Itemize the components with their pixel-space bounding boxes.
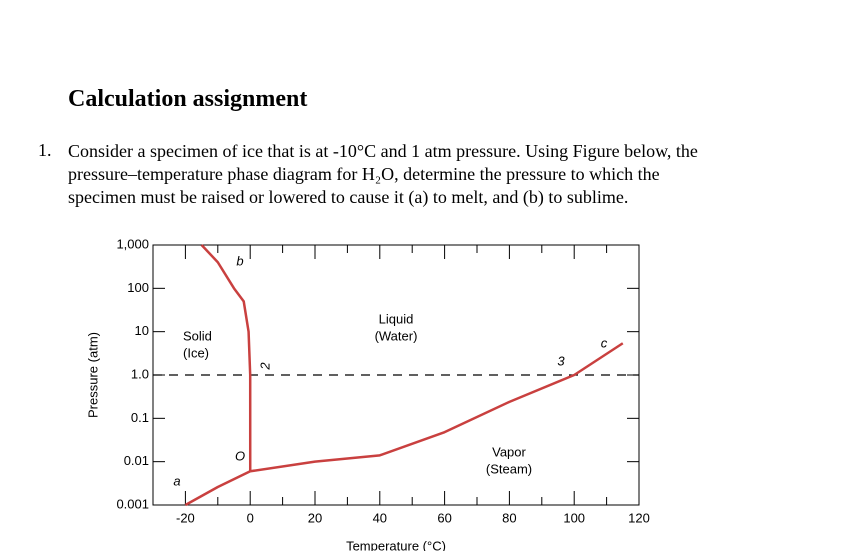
text-line: specimen must be raised or lowered to ca… xyxy=(68,187,629,207)
region-label: Solid xyxy=(183,328,212,343)
x-tick-label: 0 xyxy=(247,510,254,525)
x-tick-label: 20 xyxy=(308,510,322,525)
text-line: pressure–temperature phase diagram for H… xyxy=(68,164,660,184)
question-number: 1. xyxy=(38,140,52,160)
region-label: Vapor xyxy=(492,444,526,459)
x-axis-label: Temperature (°C) xyxy=(346,538,446,551)
x-tick-label: 100 xyxy=(563,510,585,525)
phase-curve xyxy=(200,244,252,472)
point-label: 3 xyxy=(557,353,565,368)
point-label: a xyxy=(173,473,180,488)
y-axis-label: Pressure (atm) xyxy=(85,332,100,418)
y-tick-label: 0.01 xyxy=(124,453,149,468)
x-tick-label: 120 xyxy=(628,510,650,525)
region-label: (Steam) xyxy=(486,461,532,476)
text-line: Consider a specimen of ice that is at -1… xyxy=(68,141,698,161)
phase-curve xyxy=(250,342,624,473)
x-tick-label: 60 xyxy=(437,510,451,525)
x-tick-label: -20 xyxy=(176,510,195,525)
y-tick-label: 0.001 xyxy=(116,496,149,511)
x-tick-label: 80 xyxy=(502,510,516,525)
question-text: Consider a specimen of ice that is at -1… xyxy=(68,140,698,209)
y-tick-label: 1.0 xyxy=(131,366,149,381)
x-tick-label: 40 xyxy=(373,510,387,525)
y-tick-label: 0.1 xyxy=(131,410,149,425)
y-tick-label: 1,000 xyxy=(116,236,149,251)
point-label: c xyxy=(601,335,608,350)
phase-curve xyxy=(184,470,251,507)
region-label: (Water) xyxy=(375,328,418,343)
point-label: 2 xyxy=(257,362,272,371)
y-tick-label: 10 xyxy=(135,323,149,338)
point-label: O xyxy=(235,448,245,463)
region-label: (Ice) xyxy=(183,345,209,360)
point-label: b xyxy=(236,253,243,268)
y-tick-label: 100 xyxy=(127,280,149,295)
heading: Calculation assignment xyxy=(68,86,308,112)
region-label: Liquid xyxy=(379,311,414,326)
